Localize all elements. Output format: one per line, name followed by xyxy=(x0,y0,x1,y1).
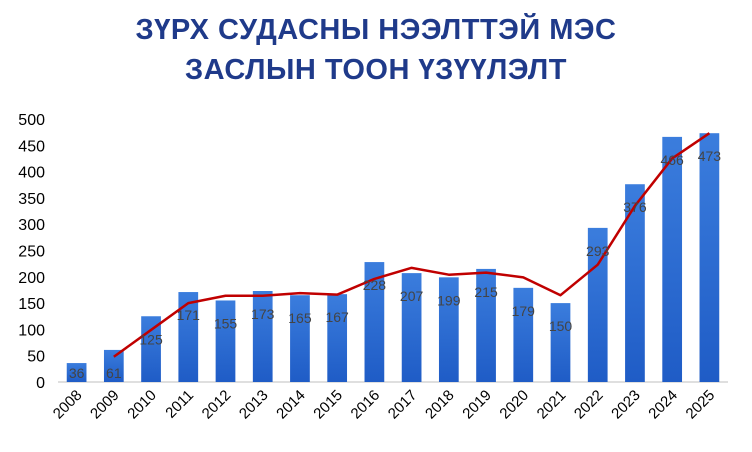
bars xyxy=(66,133,720,382)
data-label: 473 xyxy=(698,148,722,164)
y-tick-label: 400 xyxy=(18,165,45,182)
data-label: 167 xyxy=(325,309,349,325)
bar xyxy=(364,262,385,382)
bar xyxy=(290,295,310,382)
data-label: 207 xyxy=(400,288,424,304)
x-tick-label: 2020 xyxy=(496,387,532,423)
data-label: 165 xyxy=(288,310,312,326)
x-tick-label: 2017 xyxy=(385,387,421,423)
chart-title-line2: ЗАСЛЫН ТООН ҮЗҮҮЛЭЛТ xyxy=(185,54,567,86)
bar xyxy=(178,292,199,382)
y-tick-label: 350 xyxy=(18,191,45,208)
data-label: 171 xyxy=(177,307,201,323)
y-tick-label: 300 xyxy=(18,217,45,234)
bar xyxy=(550,303,571,382)
data-label: 150 xyxy=(549,318,573,334)
data-label: 125 xyxy=(139,331,163,347)
bar xyxy=(438,277,459,382)
x-tick-label: 2019 xyxy=(459,387,495,423)
bar xyxy=(625,184,645,382)
y-tick-label: 500 xyxy=(18,112,45,129)
x-tick-label: 2013 xyxy=(236,387,272,423)
x-tick-label: 2021 xyxy=(534,387,570,423)
bar xyxy=(699,133,720,382)
y-tick-label: 200 xyxy=(18,270,45,287)
bar xyxy=(587,227,608,382)
x-tick-label: 2023 xyxy=(608,387,644,423)
bar xyxy=(252,291,273,382)
bar xyxy=(327,294,348,382)
y-tick-label: 250 xyxy=(18,244,45,261)
x-tick-label: 2016 xyxy=(348,387,384,423)
x-tick-label: 2009 xyxy=(87,387,123,423)
x-tick-label: 2024 xyxy=(645,387,681,423)
bar xyxy=(215,300,236,382)
data-label: 376 xyxy=(623,199,647,215)
bar xyxy=(476,268,496,382)
trendline xyxy=(113,132,711,358)
bar xyxy=(66,363,87,382)
x-tick-label: 2025 xyxy=(683,387,719,423)
y-tick-label: 150 xyxy=(18,296,45,313)
data-label: 36 xyxy=(69,365,85,381)
data-labels: 36 61 125 171 155 173 165 167 228 207 199 215 179 150… xyxy=(69,148,721,381)
chart-title-line1: ЗҮРХ СУДАСНЫ НЭЭЛТТЭЙ МЭС xyxy=(135,14,617,46)
bar xyxy=(401,273,422,382)
bar xyxy=(513,287,534,382)
data-label: 155 xyxy=(214,315,238,331)
data-label: 179 xyxy=(512,303,536,319)
data-label: 228 xyxy=(363,277,387,293)
y-axis: 0 50 100 150 200 250 300 350 400 450 500 xyxy=(18,112,45,392)
x-tick-label: 2015 xyxy=(310,387,346,423)
x-tick-label: 2014 xyxy=(273,387,309,423)
y-tick-label: 0 xyxy=(36,375,45,392)
y-tick-label: 50 xyxy=(27,349,45,366)
data-label: 173 xyxy=(251,306,275,322)
bar xyxy=(103,349,124,382)
y-tick-label: 450 xyxy=(18,138,45,155)
x-axis: 2008 2009 2010 2011 2012 2013 2014 2015 2016 2017… xyxy=(50,387,718,423)
data-label: 215 xyxy=(474,284,498,300)
trendline-path xyxy=(113,132,711,358)
x-tick-label: 2022 xyxy=(571,387,607,423)
x-tick-label: 2008 xyxy=(50,387,86,423)
data-label: 466 xyxy=(660,152,684,168)
x-tick-label: 2011 xyxy=(162,387,197,422)
x-tick-label: 2012 xyxy=(199,387,235,423)
x-tick-label: 2010 xyxy=(124,387,160,423)
bar xyxy=(662,136,683,382)
data-label: 199 xyxy=(437,292,461,308)
data-label: 61 xyxy=(106,365,122,381)
x-tick-label: 2018 xyxy=(422,387,458,423)
y-tick-label: 100 xyxy=(18,322,45,339)
data-label: 293 xyxy=(586,243,610,259)
